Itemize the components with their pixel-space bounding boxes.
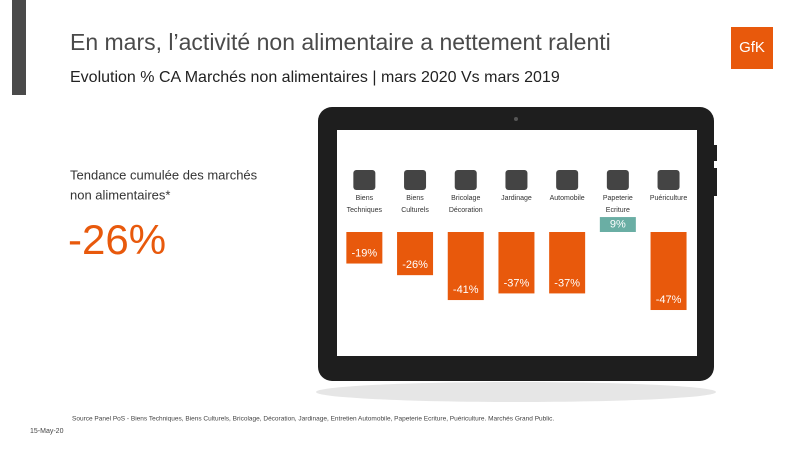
value-label: -47% — [656, 294, 682, 306]
x-tick-label: Jardinage — [501, 195, 532, 202]
value-label: 9% — [610, 218, 626, 230]
value-label: -37% — [504, 277, 530, 289]
x-tick-label: Puériculture — [650, 195, 687, 202]
value-label: -19% — [352, 247, 378, 259]
plot: Biens Techniques -19% Biens Culturels -26% Bri… — [346, 170, 687, 311]
value-label: -37% — [554, 277, 580, 289]
source: Source Panel PoS - Biens Techniques, Bie… — [72, 416, 554, 423]
tablet-button — [714, 145, 717, 161]
category-icon — [404, 170, 427, 190]
reflection — [316, 382, 716, 402]
logo-box — [731, 27, 773, 69]
x-tick-label: Biens Culturels — [401, 195, 429, 214]
bar — [549, 232, 586, 294]
bar — [397, 232, 434, 276]
bar — [650, 232, 687, 311]
camera — [514, 117, 518, 121]
category-icon — [657, 170, 680, 190]
bar — [346, 232, 383, 264]
side-label: Tendance cumulée des marchés — [70, 167, 258, 182]
value-label: -41% — [453, 284, 479, 296]
value-label: -26% — [402, 259, 428, 271]
slide-title: En mars, l’activité non alimentaire a ne… — [70, 29, 611, 55]
bar — [599, 217, 636, 232]
slide-subtitle: Evolution % CA Marchés non alimentaires … — [70, 69, 560, 86]
category-icon — [556, 170, 579, 190]
tablet-button — [714, 168, 717, 196]
category-icon — [454, 170, 477, 190]
category-icon — [505, 170, 528, 190]
category-icon — [353, 170, 376, 190]
x-tick-label: Bricolage Décoration — [449, 195, 483, 214]
bar — [498, 232, 535, 294]
bar — [447, 232, 484, 301]
logo: GfK — [739, 39, 765, 56]
date: 15-May-20 — [30, 428, 64, 435]
side-bar — [12, 0, 26, 95]
category-icon — [606, 170, 629, 190]
x-tick-label: Papeterie Ecriture — [603, 195, 633, 214]
headline: -26% — [68, 216, 166, 263]
x-tick-label: Biens Techniques — [347, 195, 383, 214]
side-label: non alimentaires* — [70, 187, 170, 202]
x-tick-label: Automobile — [550, 195, 585, 202]
